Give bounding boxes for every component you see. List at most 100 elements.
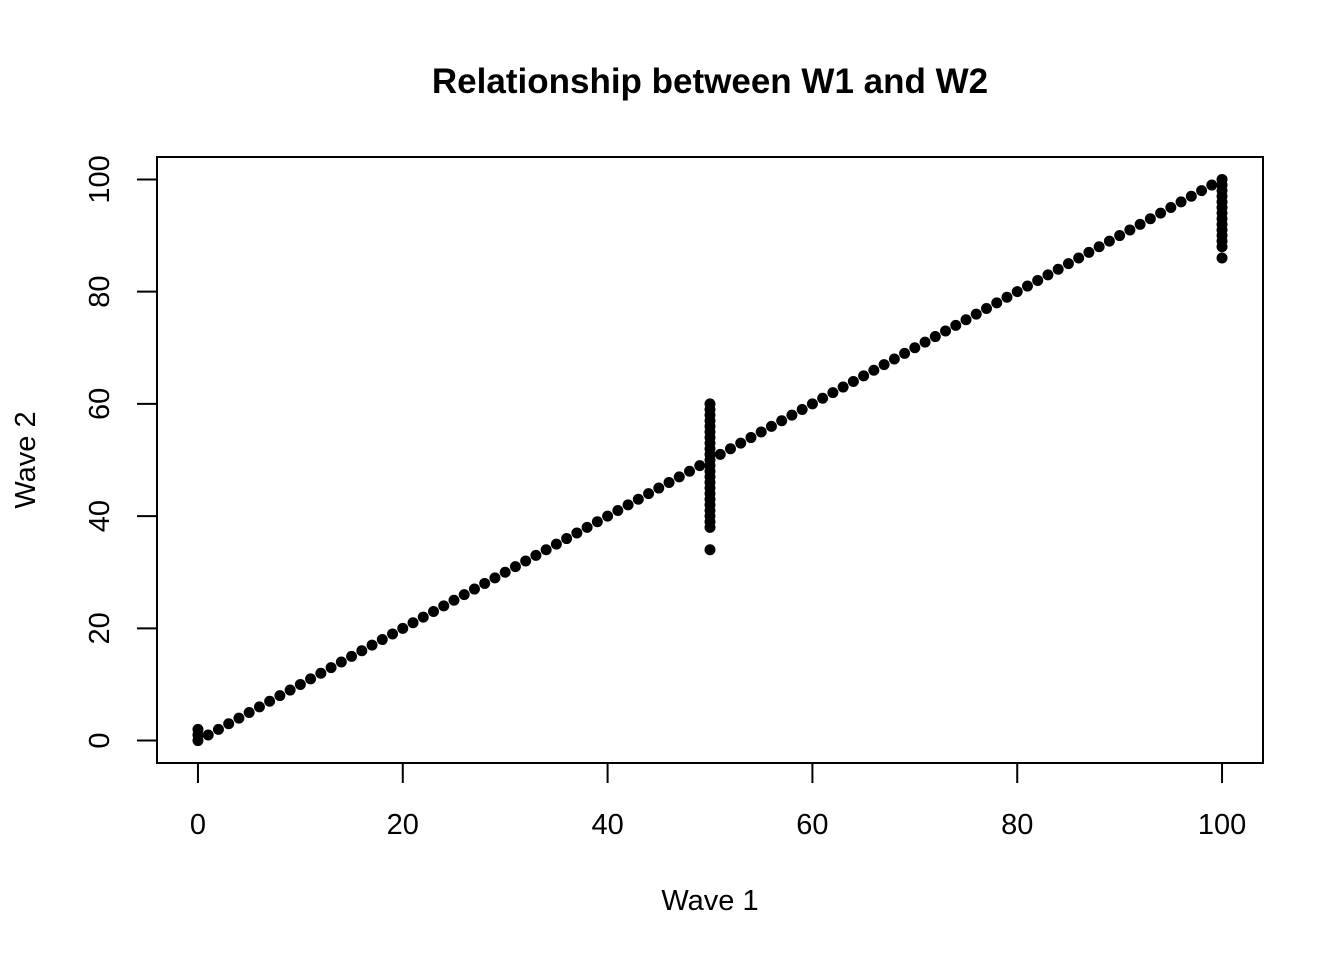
data-point xyxy=(253,701,265,713)
data-point xyxy=(765,420,777,432)
data-point xyxy=(991,297,1003,309)
data-point xyxy=(274,690,286,702)
data-point xyxy=(520,555,532,567)
data-point xyxy=(1165,202,1177,213)
data-point xyxy=(899,347,911,359)
data-point xyxy=(847,375,859,387)
data-point xyxy=(919,336,931,348)
data-point xyxy=(458,589,470,601)
data-point xyxy=(704,544,716,556)
data-point xyxy=(806,398,818,410)
x-tick-label: 100 xyxy=(1198,809,1246,841)
data-point xyxy=(284,684,296,696)
data-point xyxy=(1216,173,1228,185)
data-point xyxy=(632,493,644,505)
y-tick-label: 20 xyxy=(84,612,116,644)
data-point xyxy=(233,712,245,724)
data-point xyxy=(950,319,962,331)
data-point xyxy=(817,392,829,404)
data-point xyxy=(714,448,726,460)
data-point xyxy=(1083,246,1095,258)
data-point xyxy=(663,476,675,488)
data-point xyxy=(878,359,890,371)
data-point xyxy=(796,404,808,415)
data-point xyxy=(346,650,358,662)
data-point xyxy=(428,606,439,617)
data-point xyxy=(940,325,952,337)
data-point xyxy=(1052,263,1064,275)
x-tick-label: 80 xyxy=(1001,809,1033,841)
data-points xyxy=(192,173,1228,747)
data-point xyxy=(591,516,603,528)
data-point xyxy=(1103,235,1115,247)
x-axis: 0 20 40 60 80 100 xyxy=(190,762,1246,841)
x-tick-label: 20 xyxy=(387,809,419,841)
data-point xyxy=(376,634,388,646)
data-point xyxy=(653,482,665,494)
data-point xyxy=(724,443,736,455)
data-point xyxy=(192,723,204,735)
data-point xyxy=(264,695,276,707)
data-point xyxy=(1001,291,1013,303)
data-point xyxy=(909,342,921,354)
x-tick-label: 0 xyxy=(190,809,206,841)
data-point xyxy=(315,667,327,679)
data-point xyxy=(1073,252,1085,264)
data-point xyxy=(550,538,562,550)
data-point xyxy=(407,617,419,629)
data-point xyxy=(622,499,634,511)
data-point xyxy=(468,583,480,595)
data-point xyxy=(1185,190,1197,202)
data-point xyxy=(366,639,378,651)
data-point xyxy=(571,527,583,539)
data-point xyxy=(223,718,235,730)
data-point xyxy=(827,387,839,399)
data-point xyxy=(1196,185,1208,197)
data-point xyxy=(581,521,593,533)
data-point xyxy=(684,465,696,477)
data-point xyxy=(202,729,214,741)
data-point xyxy=(438,600,450,612)
data-point xyxy=(1175,196,1187,208)
data-point xyxy=(1216,252,1228,264)
data-point xyxy=(540,544,552,556)
data-point xyxy=(448,594,460,606)
data-point xyxy=(981,303,992,314)
data-point xyxy=(1093,241,1105,253)
data-point xyxy=(858,370,870,382)
y-axis-label: Wave 2 xyxy=(10,411,42,508)
data-point xyxy=(755,426,767,438)
data-point xyxy=(776,415,788,427)
data-point xyxy=(325,662,337,674)
x-tick-label: 60 xyxy=(796,809,828,841)
data-point xyxy=(561,533,573,545)
data-point xyxy=(1114,230,1126,242)
data-point xyxy=(704,398,716,410)
data-point xyxy=(612,505,624,516)
data-point xyxy=(745,432,757,444)
x-axis-label: Wave 1 xyxy=(661,885,758,917)
data-point xyxy=(479,577,491,589)
data-point xyxy=(294,678,306,690)
data-point xyxy=(960,314,972,326)
data-point xyxy=(1155,207,1167,219)
data-point xyxy=(397,622,409,634)
y-tick-label: 80 xyxy=(84,276,116,308)
data-point xyxy=(929,331,941,343)
data-point xyxy=(489,572,501,584)
data-point xyxy=(356,645,368,657)
data-point xyxy=(335,656,347,668)
data-point xyxy=(1062,258,1074,270)
data-point xyxy=(417,611,429,623)
y-tick-label: 40 xyxy=(84,500,116,532)
data-point xyxy=(243,707,255,718)
chart-title: Relationship between W1 and W2 xyxy=(432,62,988,101)
data-point xyxy=(1032,274,1044,286)
data-point xyxy=(530,549,542,561)
y-tick-label: 60 xyxy=(84,388,116,420)
data-point xyxy=(1021,280,1033,292)
y-axis: 0 20 40 60 80 100 xyxy=(84,155,158,749)
data-point xyxy=(1011,286,1023,298)
data-point xyxy=(212,723,224,735)
